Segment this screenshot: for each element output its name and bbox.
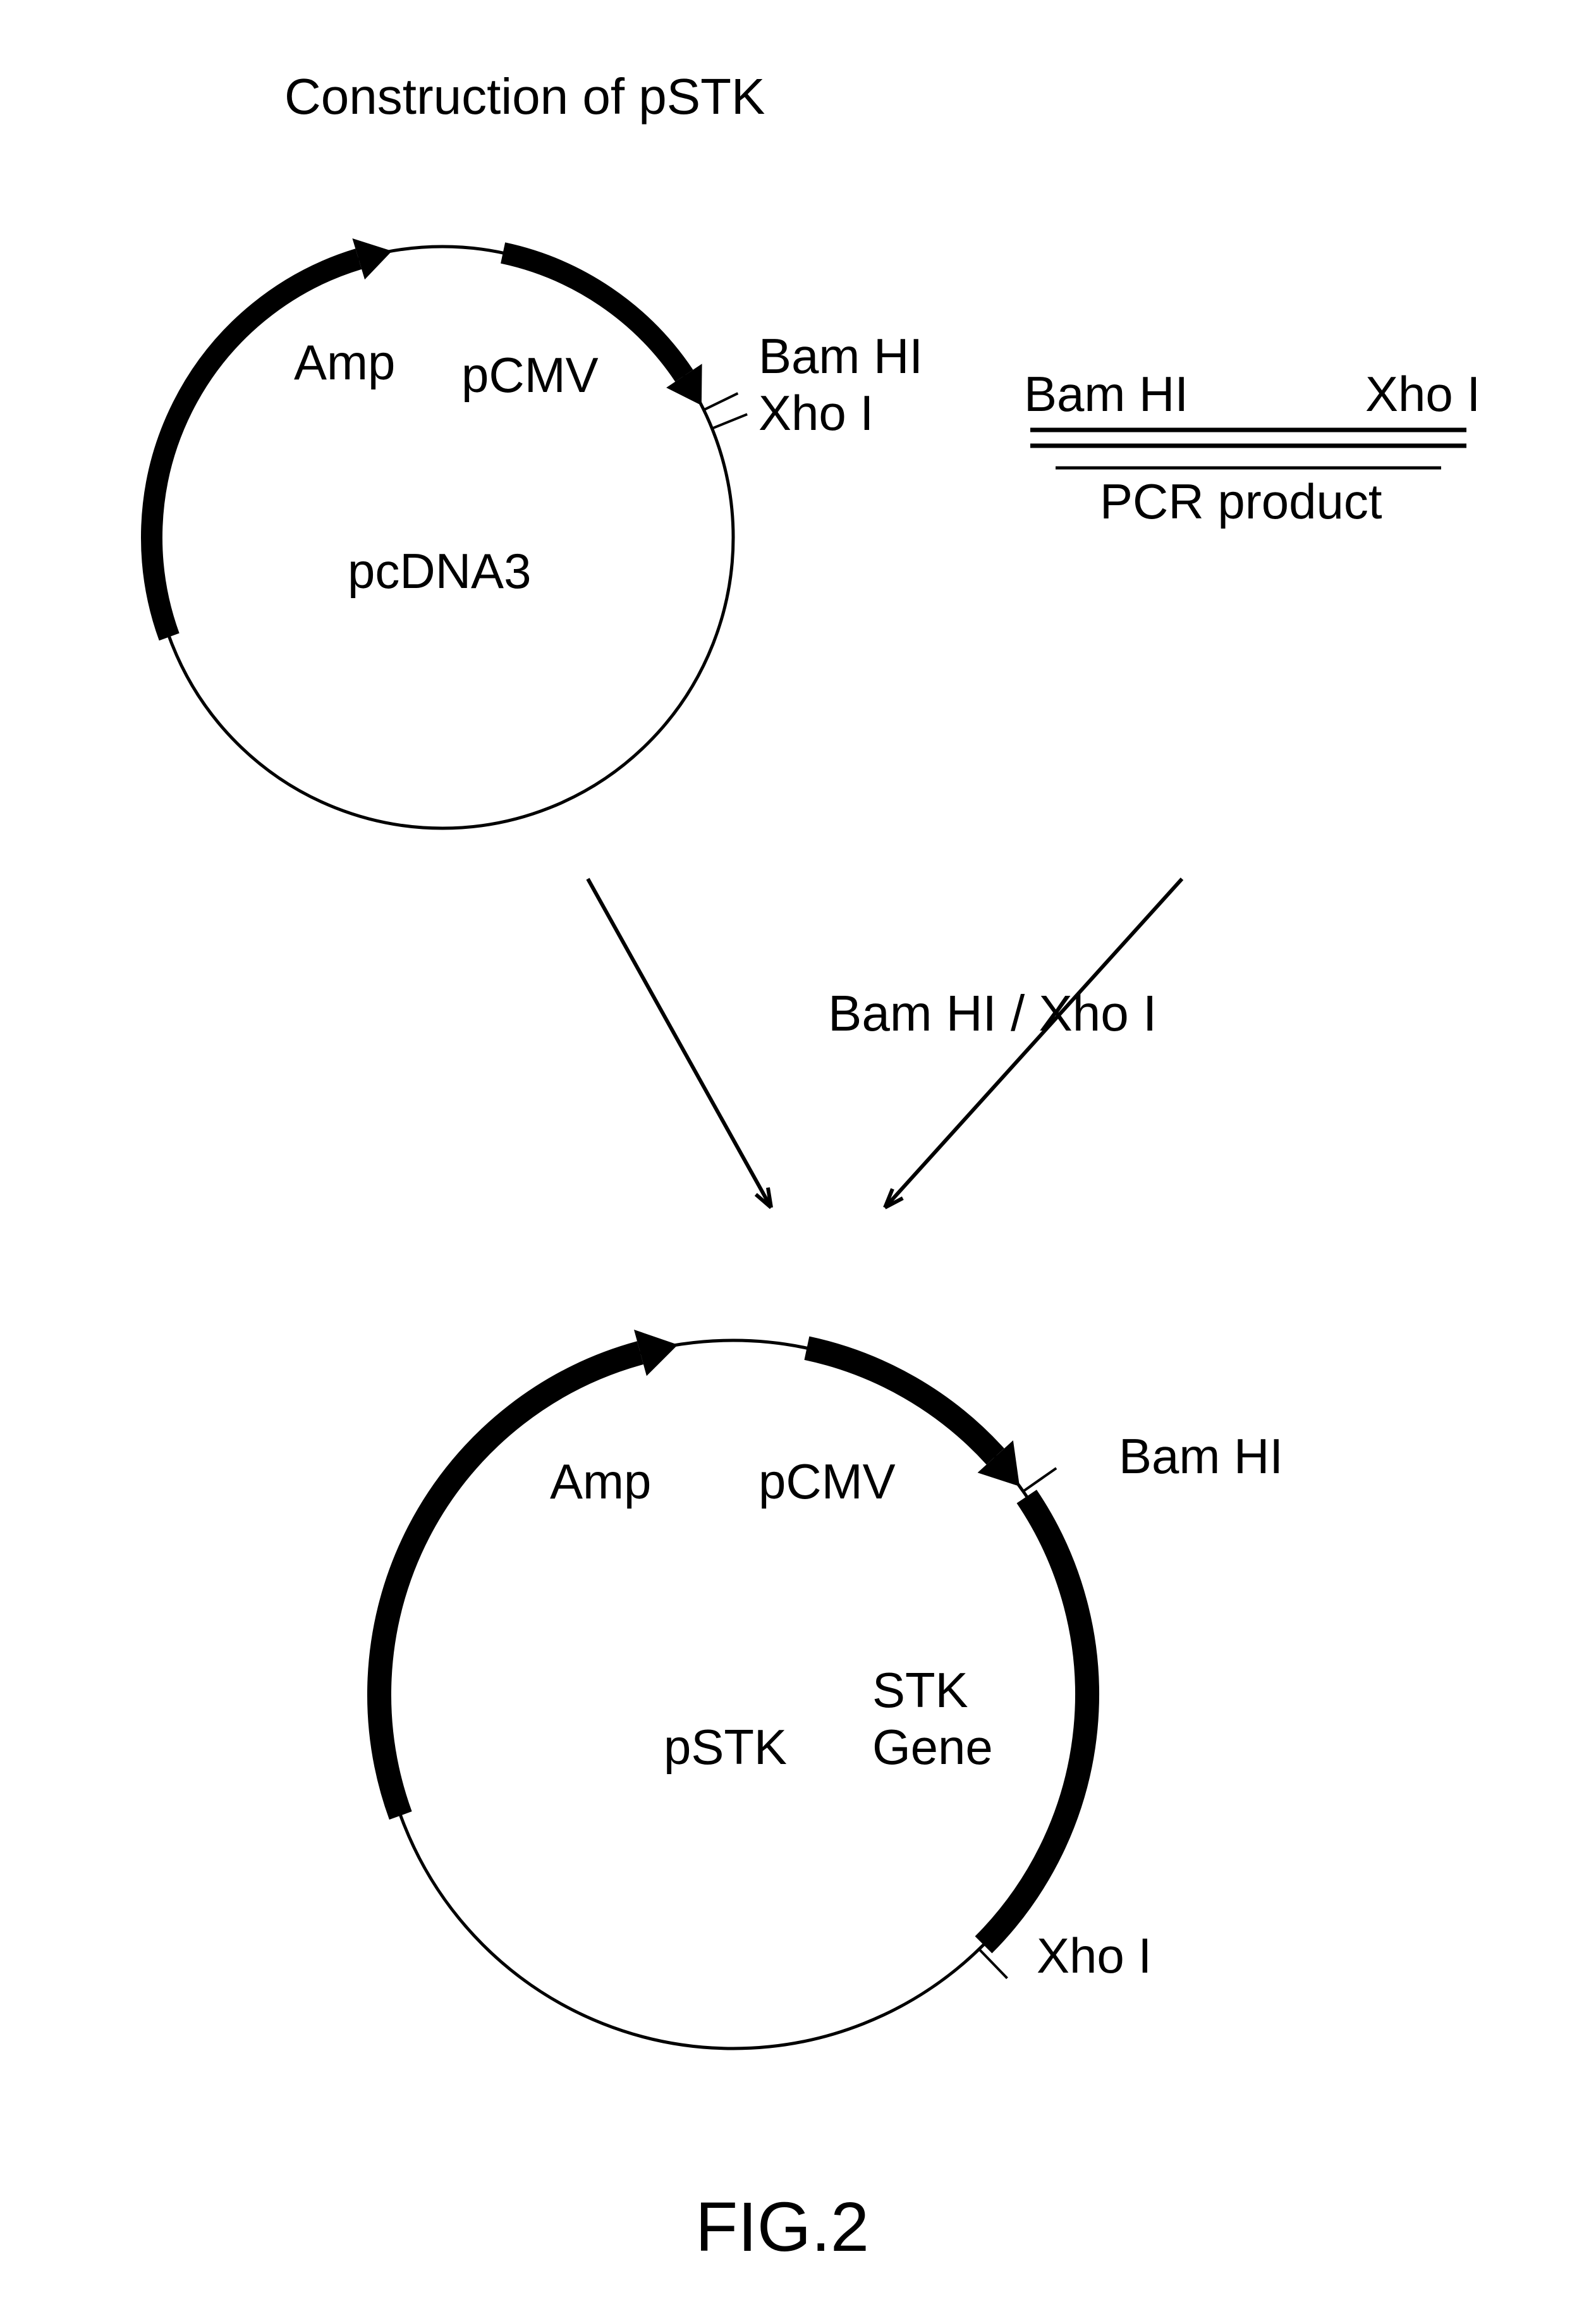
plasmid2-stk-label-2: Gene [872,1719,993,1775]
plasmid1-amp-label: Amp [294,334,395,390]
plasmid2-pcmv-label: pCMV [758,1454,896,1509]
plasmid2-stk-arc [984,1497,1087,1945]
plasmid2-amp-arc [379,1330,678,1816]
plasmid1-xhoi-tick [712,414,748,428]
plasmid2-bamhi-tick [1023,1468,1056,1491]
digest-label: Bam HI / Xho I [828,985,1157,1041]
arrow-right [885,879,1182,1208]
pcr-bamhi-label: Bam HI [1024,366,1188,422]
plasmid1-pcmv-label: pCMV [461,347,599,403]
plasmid2-stk-label-1: STK [872,1662,968,1718]
plasmid2-xhoi-tick [979,1949,1007,1978]
diagram-title: Construction of pSTK [284,68,765,125]
arrow-left [588,879,771,1208]
pcr-product-label: PCR product [1100,474,1382,529]
figure-caption: FIG.2 [695,2188,869,2266]
plasmid2-xhoi-label: Xho I [1037,1928,1152,1983]
plasmid1-xhoi-label: Xho I [758,385,874,441]
plasmid1-bamhi-label: Bam HI [758,328,923,384]
plasmid2-bamhi-label: Bam HI [1119,1428,1283,1484]
plasmid2-name-label: pSTK [664,1719,787,1775]
plasmid1-name-label: pcDNA3 [348,543,531,599]
plasmid1-bamhi-tick [704,393,738,410]
plasmid2-amp-label: Amp [550,1454,651,1509]
pcr-xhoi-label: Xho I [1365,366,1480,422]
